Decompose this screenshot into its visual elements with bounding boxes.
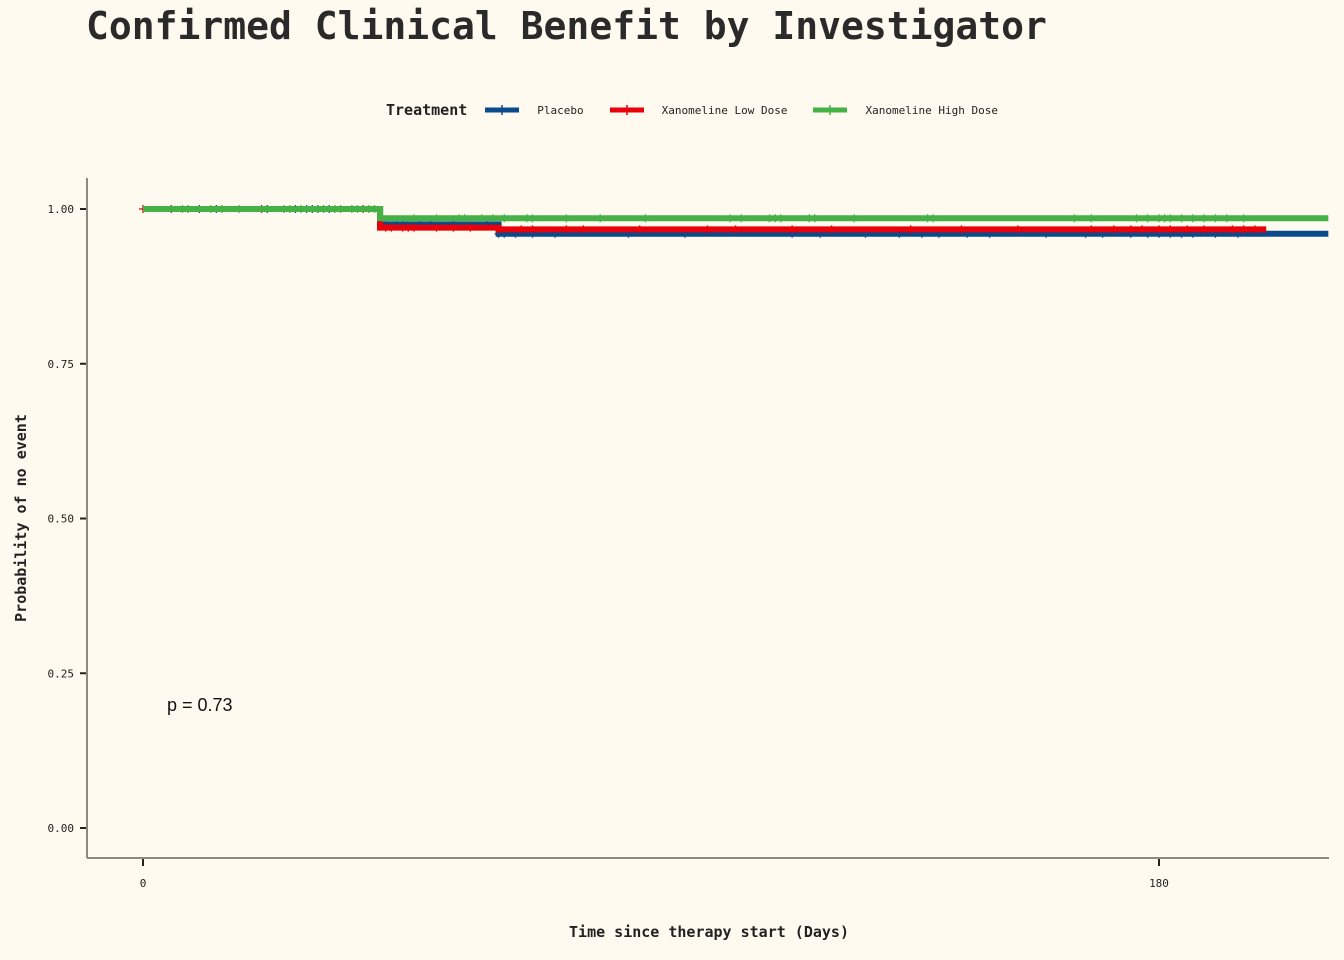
censor-mark	[432, 214, 441, 223]
censor-mark	[810, 214, 819, 223]
censor-mark	[1166, 225, 1175, 234]
censor-mark	[387, 223, 396, 232]
censor-mark	[1166, 214, 1175, 223]
censor-mark	[1211, 214, 1220, 223]
censor-mark	[319, 205, 328, 213]
censor-mark	[234, 205, 243, 213]
chart-title: Confirmed Clinical Benefit by Investigat…	[86, 4, 1047, 48]
censor-mark	[449, 223, 458, 232]
censor-mark	[285, 205, 294, 213]
censor-mark	[562, 225, 571, 234]
censor-mark	[1087, 214, 1096, 223]
censor-mark	[1070, 214, 1079, 223]
censor-mark	[528, 214, 537, 223]
censor-mark	[929, 214, 938, 223]
censor-mark	[206, 205, 215, 213]
p-value-annotation: p = 0.73	[167, 695, 233, 715]
censor-mark	[218, 205, 227, 213]
censor-mark	[1177, 214, 1186, 223]
censor-mark	[596, 214, 605, 223]
censor-mark	[1200, 225, 1209, 234]
censor-mark	[494, 225, 503, 234]
censor-mark	[1132, 214, 1141, 223]
censor-mark	[184, 205, 193, 213]
censor-mark	[528, 225, 537, 234]
censor-mark	[1126, 225, 1135, 234]
censor-mark	[1222, 214, 1231, 223]
censor-mark	[562, 214, 571, 223]
censor-mark	[1013, 225, 1022, 234]
y-axis-title: Probability of no event	[12, 414, 30, 622]
censor-mark	[1228, 225, 1237, 234]
censor-mark	[432, 223, 441, 232]
legend-title: Treatment	[386, 101, 468, 119]
censor-mark	[460, 214, 469, 223]
censor-mark	[703, 225, 712, 234]
censor-mark	[957, 225, 966, 234]
censor-mark	[477, 214, 486, 223]
y-tick-label: 0.50	[48, 513, 75, 526]
censor-mark	[488, 214, 497, 223]
censor-mark	[641, 214, 650, 223]
censor-mark	[788, 225, 797, 234]
km-curve-line	[143, 206, 1329, 222]
legend-label-high-dose: Xanomeline High Dose	[865, 103, 998, 117]
censor-mark	[1143, 214, 1152, 223]
censor-mark	[906, 225, 915, 234]
x-axis-title: Time since therapy start (Days)	[569, 923, 849, 941]
censor-mark	[1109, 225, 1118, 234]
km-series-2	[143, 205, 1329, 223]
censor-mark	[579, 225, 588, 234]
legend-key-low-dose	[608, 100, 646, 120]
legend-label-placebo: Placebo	[537, 103, 584, 117]
y-tick-label: 1.00	[48, 203, 75, 216]
censor-mark	[1138, 225, 1147, 234]
censor-mark	[1183, 225, 1192, 234]
censor-mark	[1239, 214, 1248, 223]
censor-mark	[409, 223, 418, 232]
legend-item-placebo: Placebo	[483, 100, 584, 120]
censor-mark	[336, 205, 345, 213]
censor-mark	[517, 225, 526, 234]
censor-mark	[850, 214, 859, 223]
legend-item-low-dose: Xanomeline Low Dose	[608, 100, 788, 120]
legend-key-placebo	[483, 100, 521, 120]
censor-mark	[370, 205, 379, 213]
censor-mark	[635, 225, 644, 234]
censor-mark	[827, 225, 836, 234]
censor-mark	[1087, 225, 1096, 234]
censor-mark	[726, 214, 735, 223]
censor-mark	[297, 205, 306, 213]
censor-mark	[1239, 225, 1248, 234]
y-tick-label: 0.00	[48, 822, 75, 835]
legend-key-high-dose	[811, 100, 849, 120]
x-tick-label: 0	[140, 877, 147, 890]
censor-mark	[1188, 214, 1197, 223]
x-tick-label: 180	[1149, 877, 1169, 890]
censor-mark	[353, 205, 362, 213]
censor-mark	[500, 214, 509, 223]
censor-mark	[737, 214, 746, 223]
censor-mark	[466, 223, 475, 232]
censor-mark	[776, 214, 785, 223]
censor-mark	[1155, 225, 1163, 234]
legend-label-low-dose: Xanomeline Low Dose	[661, 103, 788, 117]
y-tick-label: 0.25	[48, 667, 75, 680]
legend: Treatment Placebo Xanomeline Low Dose Xa…	[386, 100, 1022, 120]
censor-mark	[1250, 225, 1259, 234]
censor-mark	[731, 225, 740, 234]
legend-item-high-dose: Xanomeline High Dose	[811, 100, 998, 120]
y-tick-label: 0.75	[48, 358, 75, 371]
censor-mark	[409, 214, 418, 223]
censor-mark	[1200, 214, 1209, 223]
